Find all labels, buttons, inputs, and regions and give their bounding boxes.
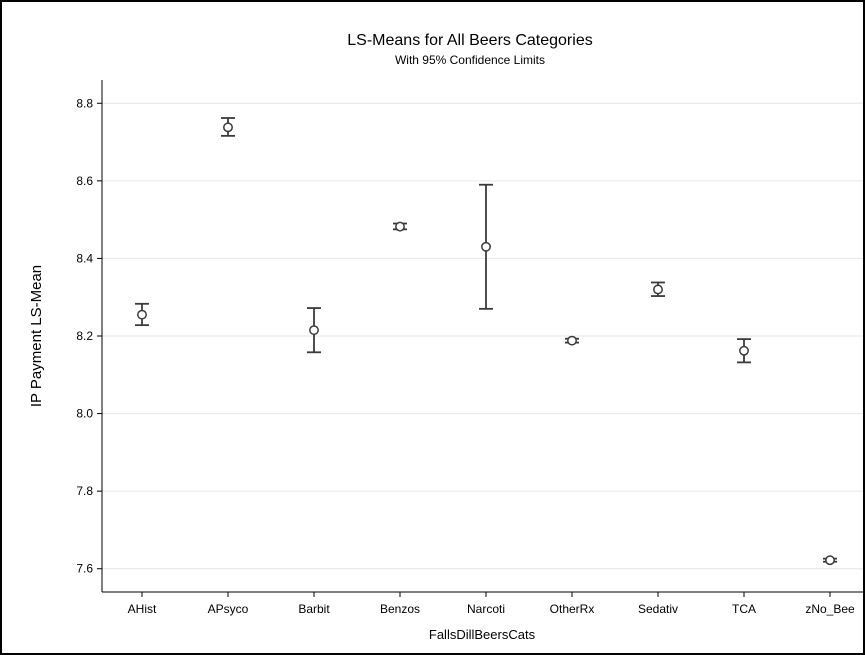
data-points [135, 117, 837, 566]
gridlines [102, 102, 863, 570]
data-point-group [651, 281, 665, 297]
data-point-group [135, 302, 149, 327]
x-tick-label: Benzos [380, 602, 420, 616]
x-tick-label: TCA [732, 602, 756, 616]
data-point-group [221, 117, 235, 137]
ls-mean-marker [739, 345, 749, 356]
y-tick-label: 8.2 [76, 329, 93, 343]
data-point-group [307, 307, 321, 354]
y-tick-label: 8.4 [76, 251, 93, 265]
ls-mean-marker [309, 325, 319, 336]
x-tick-label: Narcoti [467, 602, 505, 616]
data-point-group [823, 555, 837, 566]
ls-mean-marker [653, 284, 663, 295]
x-tick-label: zNo_Bee [805, 602, 855, 616]
x-tick-label: APsyco [208, 602, 249, 616]
y-tick-label: 8.0 [76, 407, 93, 421]
y-tick-label: 7.8 [76, 484, 93, 498]
y-axis-label: IP Payment LS-Mean [28, 265, 45, 407]
x-tick-label: Sedativ [638, 602, 678, 616]
x-tick-label: Barbit [298, 602, 330, 616]
ls-mean-marker [481, 241, 491, 252]
data-point-group [737, 338, 751, 364]
ls-mean-marker [567, 335, 577, 346]
x-tick-label: OtherRx [550, 602, 595, 616]
x-ticks: AHist APsyco Barbit Benzos Narcoti OtherRx Sed… [128, 592, 855, 616]
data-point-group [479, 183, 493, 310]
chart-subtitle: With 95% Confidence Limits [395, 53, 545, 67]
data-point-group [393, 221, 407, 232]
x-tick-label: AHist [128, 602, 157, 616]
y-tick-label: 8.8 [76, 96, 93, 110]
ls-mean-marker [395, 221, 405, 232]
x-axis-label: FallsDillBeersCats [429, 627, 536, 642]
ls-mean-marker [137, 309, 147, 320]
y-tick-label: 8.6 [76, 174, 93, 188]
ls-mean-marker [223, 122, 233, 133]
ls-mean-marker [825, 555, 835, 566]
chart-title: LS-Means for All Beers Categories [347, 32, 592, 49]
y-ticks: 7.6 7.8 8.0 8.2 8.4 8.6 8.8 [76, 96, 102, 576]
data-point-group [565, 335, 579, 346]
y-tick-label: 7.6 [76, 562, 93, 576]
